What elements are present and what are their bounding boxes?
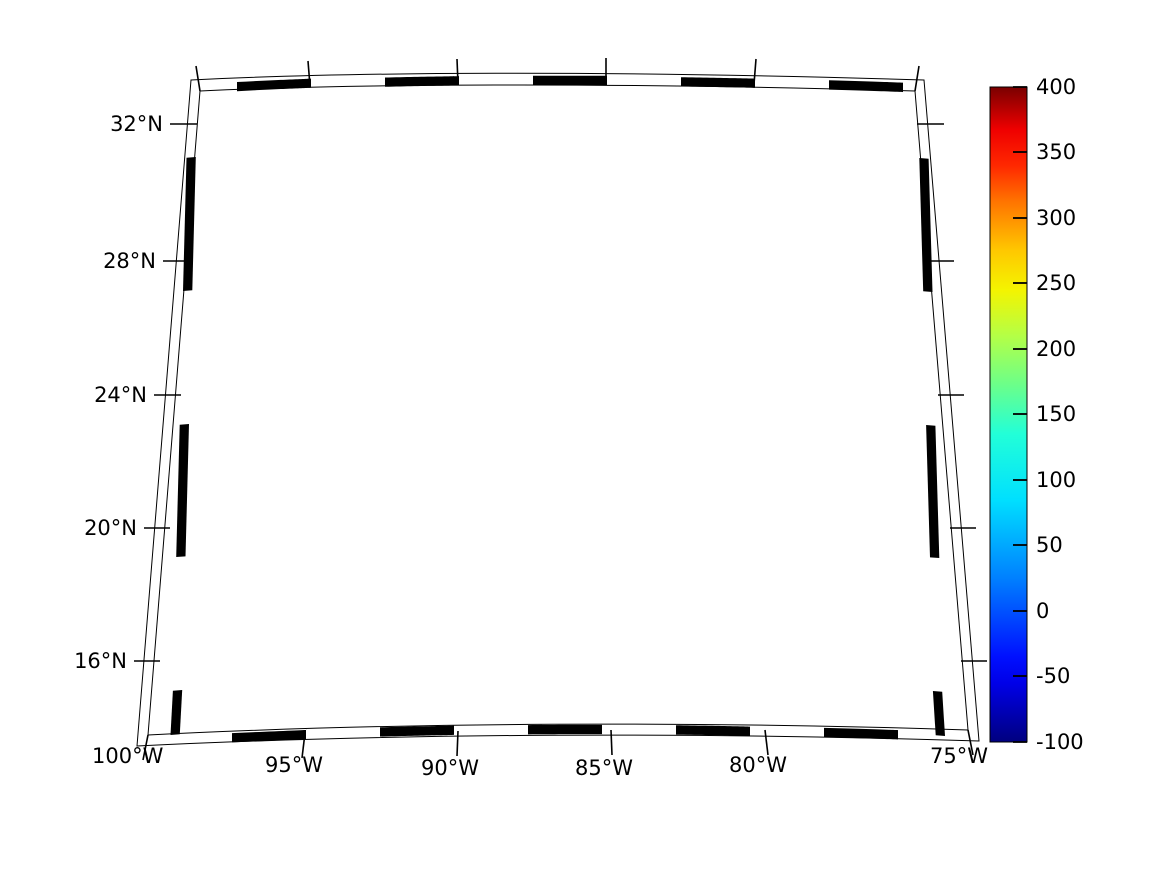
map-frame: [134, 58, 987, 761]
colorbar-ticks: [1013, 86, 1027, 743]
x-tick-label-80W: 80°W: [729, 753, 787, 777]
colorbar-label-neg50: -50: [1036, 664, 1071, 688]
y-tick-label-32N: 32°N: [110, 112, 163, 136]
axis-major-ticks: [134, 58, 987, 761]
y-tick-label-16N: 16°N: [74, 649, 127, 673]
frame-top-stripes: [237, 75, 904, 93]
frame-left-stripes: [170, 157, 196, 735]
y-tick-label-24N: 24°N: [94, 383, 147, 407]
frame-right-stripes: [919, 158, 945, 736]
colorbar-label-250: 250: [1036, 271, 1077, 295]
x-tick-label-95W: 95°W: [265, 753, 323, 777]
colorbar-label-100: 100: [1036, 468, 1077, 492]
y-tick-label-20N: 20°N: [84, 516, 137, 540]
frame-bottom-stripes: [232, 724, 899, 743]
x-tick-label-90W: 90°W: [421, 756, 479, 780]
x-tick-label-100W: 100°W: [92, 744, 164, 768]
colorbar[interactable]: [989, 86, 1028, 743]
colorbar-label-50: 50: [1036, 533, 1063, 557]
colorbar-label-neg100: -100: [1036, 730, 1084, 754]
y-tick-label-28N: 28°N: [103, 249, 156, 273]
colorbar-label-0: 0: [1036, 599, 1050, 623]
colorbar-label-200: 200: [1036, 337, 1077, 361]
colorbar-label-150: 150: [1036, 402, 1077, 426]
x-tick-label-75W: 75°W: [930, 744, 988, 768]
colorbar-label-350: 350: [1036, 140, 1077, 164]
x-tick-label-85W: 85°W: [575, 756, 633, 780]
colorbar-label-300: 300: [1036, 206, 1077, 230]
colorbar-label-400: 400: [1036, 75, 1077, 99]
